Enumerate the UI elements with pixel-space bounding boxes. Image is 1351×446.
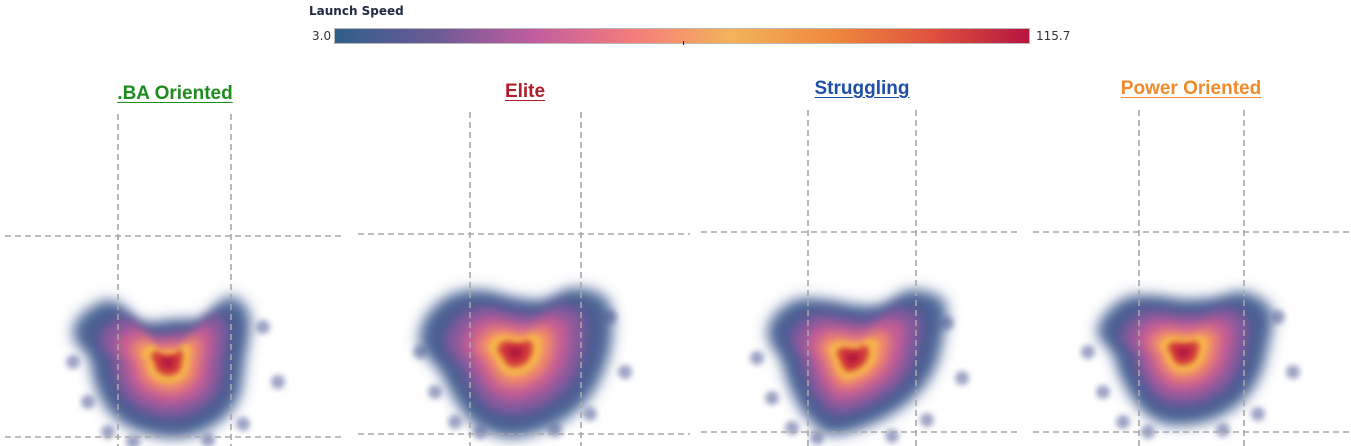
density-blob — [101, 425, 115, 439]
density-layer-7 — [1176, 347, 1191, 358]
panel-title-elite: Elite — [504, 81, 546, 102]
density-blob — [413, 345, 427, 359]
density-blob — [750, 351, 764, 365]
density-blob — [236, 417, 250, 431]
legend-center-tick — [683, 41, 684, 45]
density-blob — [448, 415, 462, 429]
density-blob — [428, 385, 442, 399]
density-blob — [201, 433, 215, 446]
density-blob — [1081, 345, 1095, 359]
density-blob — [66, 355, 80, 369]
density-blob — [785, 421, 799, 435]
density-blob — [885, 429, 899, 443]
density-blob — [583, 407, 597, 421]
density-blob — [1271, 310, 1285, 324]
legend-min-label: 3.0 — [312, 29, 332, 43]
density-blob — [473, 425, 487, 439]
density-blob — [1116, 415, 1130, 429]
density-blob — [920, 413, 934, 427]
legend-title: Launch Speed — [309, 4, 404, 18]
density-layer-7 — [845, 352, 860, 365]
density-blob — [1216, 423, 1230, 437]
density-blob — [810, 431, 824, 445]
density-blob — [256, 320, 270, 334]
legend-gradient-bar — [334, 28, 1030, 44]
density-blob — [603, 310, 617, 324]
density-layer-7 — [507, 346, 523, 359]
heatmap-elite — [358, 112, 690, 446]
density-blob — [1286, 365, 1300, 379]
heatmap-power-oriented — [1033, 110, 1350, 446]
density-blob — [548, 423, 562, 437]
panel-title-ba-oriented: .BA Oriented — [117, 83, 233, 104]
density-blob — [81, 395, 95, 409]
density-blob — [618, 365, 632, 379]
heatmap-struggling — [701, 110, 1021, 446]
colorbar-legend: Launch Speed 3.0 115.7 — [0, 0, 1351, 60]
density-blob — [1096, 385, 1110, 399]
panel-title-power-oriented: Power Oriented — [1120, 78, 1262, 99]
legend-max-label: 115.7 — [1036, 29, 1071, 43]
density-blob — [1251, 407, 1265, 421]
density-blob — [940, 316, 954, 330]
panel-title-struggling: Struggling — [814, 78, 910, 99]
density-blob — [955, 371, 969, 385]
density-blob — [271, 375, 285, 389]
density-layer-7 — [160, 356, 175, 369]
density-blob — [765, 391, 779, 405]
heatmap-ba-oriented — [5, 114, 343, 446]
